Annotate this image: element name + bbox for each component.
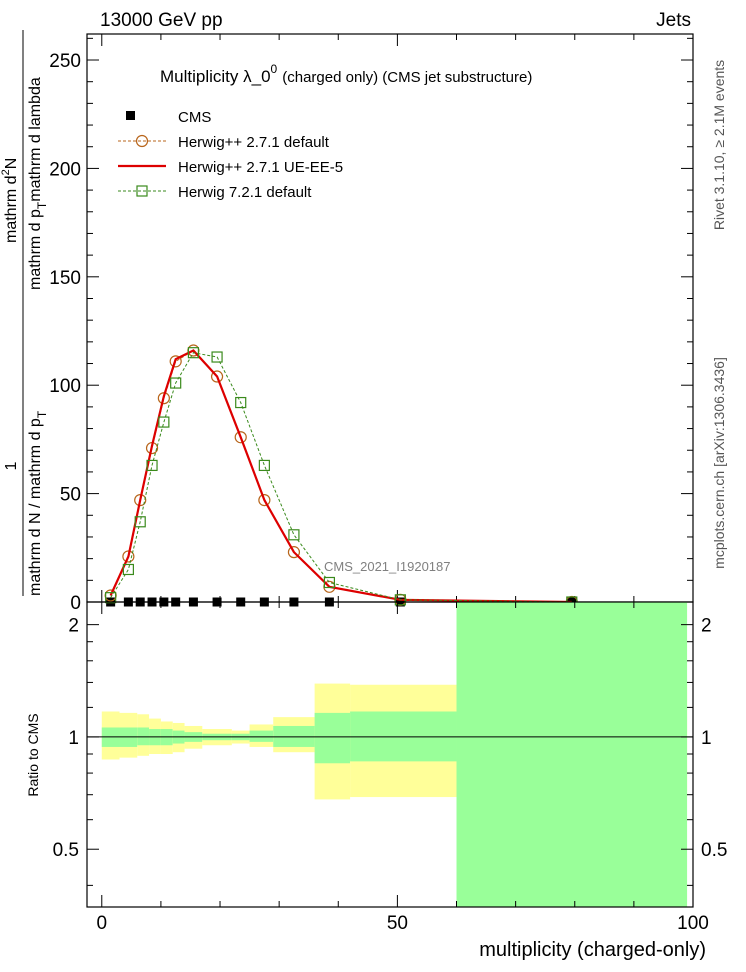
h721-point xyxy=(146,459,158,472)
h721-point xyxy=(235,396,247,409)
main-y-tick-label: 50 xyxy=(60,485,81,506)
ratio-y-tick-label-right: 1 xyxy=(701,728,712,749)
chart-title: Multiplicity λ_00 (charged only) (CMS jet… xyxy=(160,62,532,86)
h721-point xyxy=(394,594,406,606)
h721-point xyxy=(158,416,170,428)
ratio-panel: 0.5 0.5 1 1 2 2 0 50 100 Ratio to CMS multiplic… xyxy=(25,601,727,961)
main-y-axis-label: 1 mathrm d N / mathrm d pT mathrm d2N ma… xyxy=(0,30,49,596)
legend-label-cms: CMS xyxy=(178,109,211,126)
ylabel-denominator-right: mathrm d pTmathrm d lambda xyxy=(27,77,49,290)
ratio-y-tick-label-right: 2 xyxy=(701,616,712,637)
legend-label-ueee5: Herwig++ 2.7.1 UE-EE-5 xyxy=(178,159,343,176)
h271-point xyxy=(210,370,224,383)
main-y-tick-label: 100 xyxy=(49,376,81,397)
legend-marker-h271 xyxy=(135,134,149,148)
ratio-y-tick-label-right: 0.5 xyxy=(701,840,727,861)
ylabel-part-c-tail: mathrm d lambda xyxy=(27,77,44,202)
ratio-band-green xyxy=(137,727,150,746)
ratio-x-axis: 0 50 100 xyxy=(96,602,709,934)
legend-label-h721: Herwig 7.2.1 default xyxy=(178,184,312,201)
h721-point xyxy=(134,516,146,528)
ueee5-line xyxy=(109,349,572,604)
h271-point xyxy=(134,494,147,507)
h271-point xyxy=(122,550,135,563)
ratio-band-green xyxy=(249,730,274,742)
ylabel-part-b-sup: 2 xyxy=(0,169,12,175)
ratio-y-axis: 0.5 0.5 1 1 2 2 xyxy=(53,616,727,886)
ratio-y-tick-label: 1 xyxy=(68,728,79,749)
chart-title-rest: (charged only) (CMS jet substructure) xyxy=(282,69,532,86)
mcplots-label: mcplots.cern.ch [arXiv:1306.3436] xyxy=(711,357,727,569)
ratio-bands xyxy=(101,602,688,907)
analysis-label: CMS_2021_I1920187 xyxy=(324,559,451,574)
ratio-band-green xyxy=(456,602,688,907)
ratio-y-tick-label: 0.5 xyxy=(53,840,79,861)
ylabel-part-b: mathrm d xyxy=(3,175,20,243)
ratio-y-axis-label: Ratio to CMS xyxy=(25,713,41,796)
main-y-tick-label: 200 xyxy=(49,159,81,180)
rivet-label: Rivet 3.1.10, ≥ 2.1M events xyxy=(711,60,727,230)
main-y-tick-label: 250 xyxy=(49,51,81,72)
chart-title-main: Multiplicity λ_0 xyxy=(160,67,271,86)
x-tick-label: 0 xyxy=(96,913,107,934)
h721-point xyxy=(105,592,117,604)
ratio-frame xyxy=(86,601,694,908)
h271-point xyxy=(287,546,301,559)
ratio-y-tick-label: 2 xyxy=(68,616,79,637)
legend-marker-cms xyxy=(126,111,135,120)
main-y-tick-label: 150 xyxy=(49,268,81,289)
h271-point xyxy=(234,431,247,444)
x-tick-label: 100 xyxy=(677,913,709,934)
ylabel-part-c: mathrm d p xyxy=(27,209,44,290)
header-right: Jets xyxy=(656,10,691,31)
h271-point xyxy=(258,494,271,507)
ratio-band-green xyxy=(314,712,351,764)
ratio-band-green xyxy=(350,711,457,762)
chart-title-sup: 0 xyxy=(271,62,278,76)
h271-point xyxy=(169,355,182,368)
h721-point xyxy=(187,347,200,359)
h721-point xyxy=(211,351,223,363)
x-axis-label: multiplicity (charged-only) xyxy=(479,939,706,961)
ylabel-part-a-sub: T xyxy=(35,410,49,418)
h721-point xyxy=(170,377,182,389)
ylabel-part-b-tail: N xyxy=(3,158,20,170)
legend-marker-h721 xyxy=(136,185,148,197)
ylabel-numerator: mathrm d2N xyxy=(0,158,20,243)
ylabel-denominator: mathrm d N / mathrm d pT xyxy=(27,410,49,596)
x-tick-label: 50 xyxy=(387,913,408,934)
h721-point xyxy=(122,563,134,576)
main-y-axis: 0 50 100 150 200 250 xyxy=(49,37,693,614)
h721-point xyxy=(288,529,300,541)
h721-line xyxy=(110,352,572,603)
ylabel-part-a: mathrm d N / mathrm d p xyxy=(27,418,44,596)
h721-point xyxy=(323,576,335,589)
header-left: 13000 GeV pp xyxy=(100,10,223,31)
ylabel-part-c-sub: T xyxy=(35,201,49,209)
main-y-tick-label: 0 xyxy=(70,593,81,614)
legend: CMS Herwig++ 2.7.1 default Herwig++ 2.7.… xyxy=(118,109,343,201)
legend-label-h271: Herwig++ 2.7.1 default xyxy=(178,134,330,151)
h721-point xyxy=(258,459,270,472)
ylabel-numerator-one: 1 xyxy=(3,461,20,470)
